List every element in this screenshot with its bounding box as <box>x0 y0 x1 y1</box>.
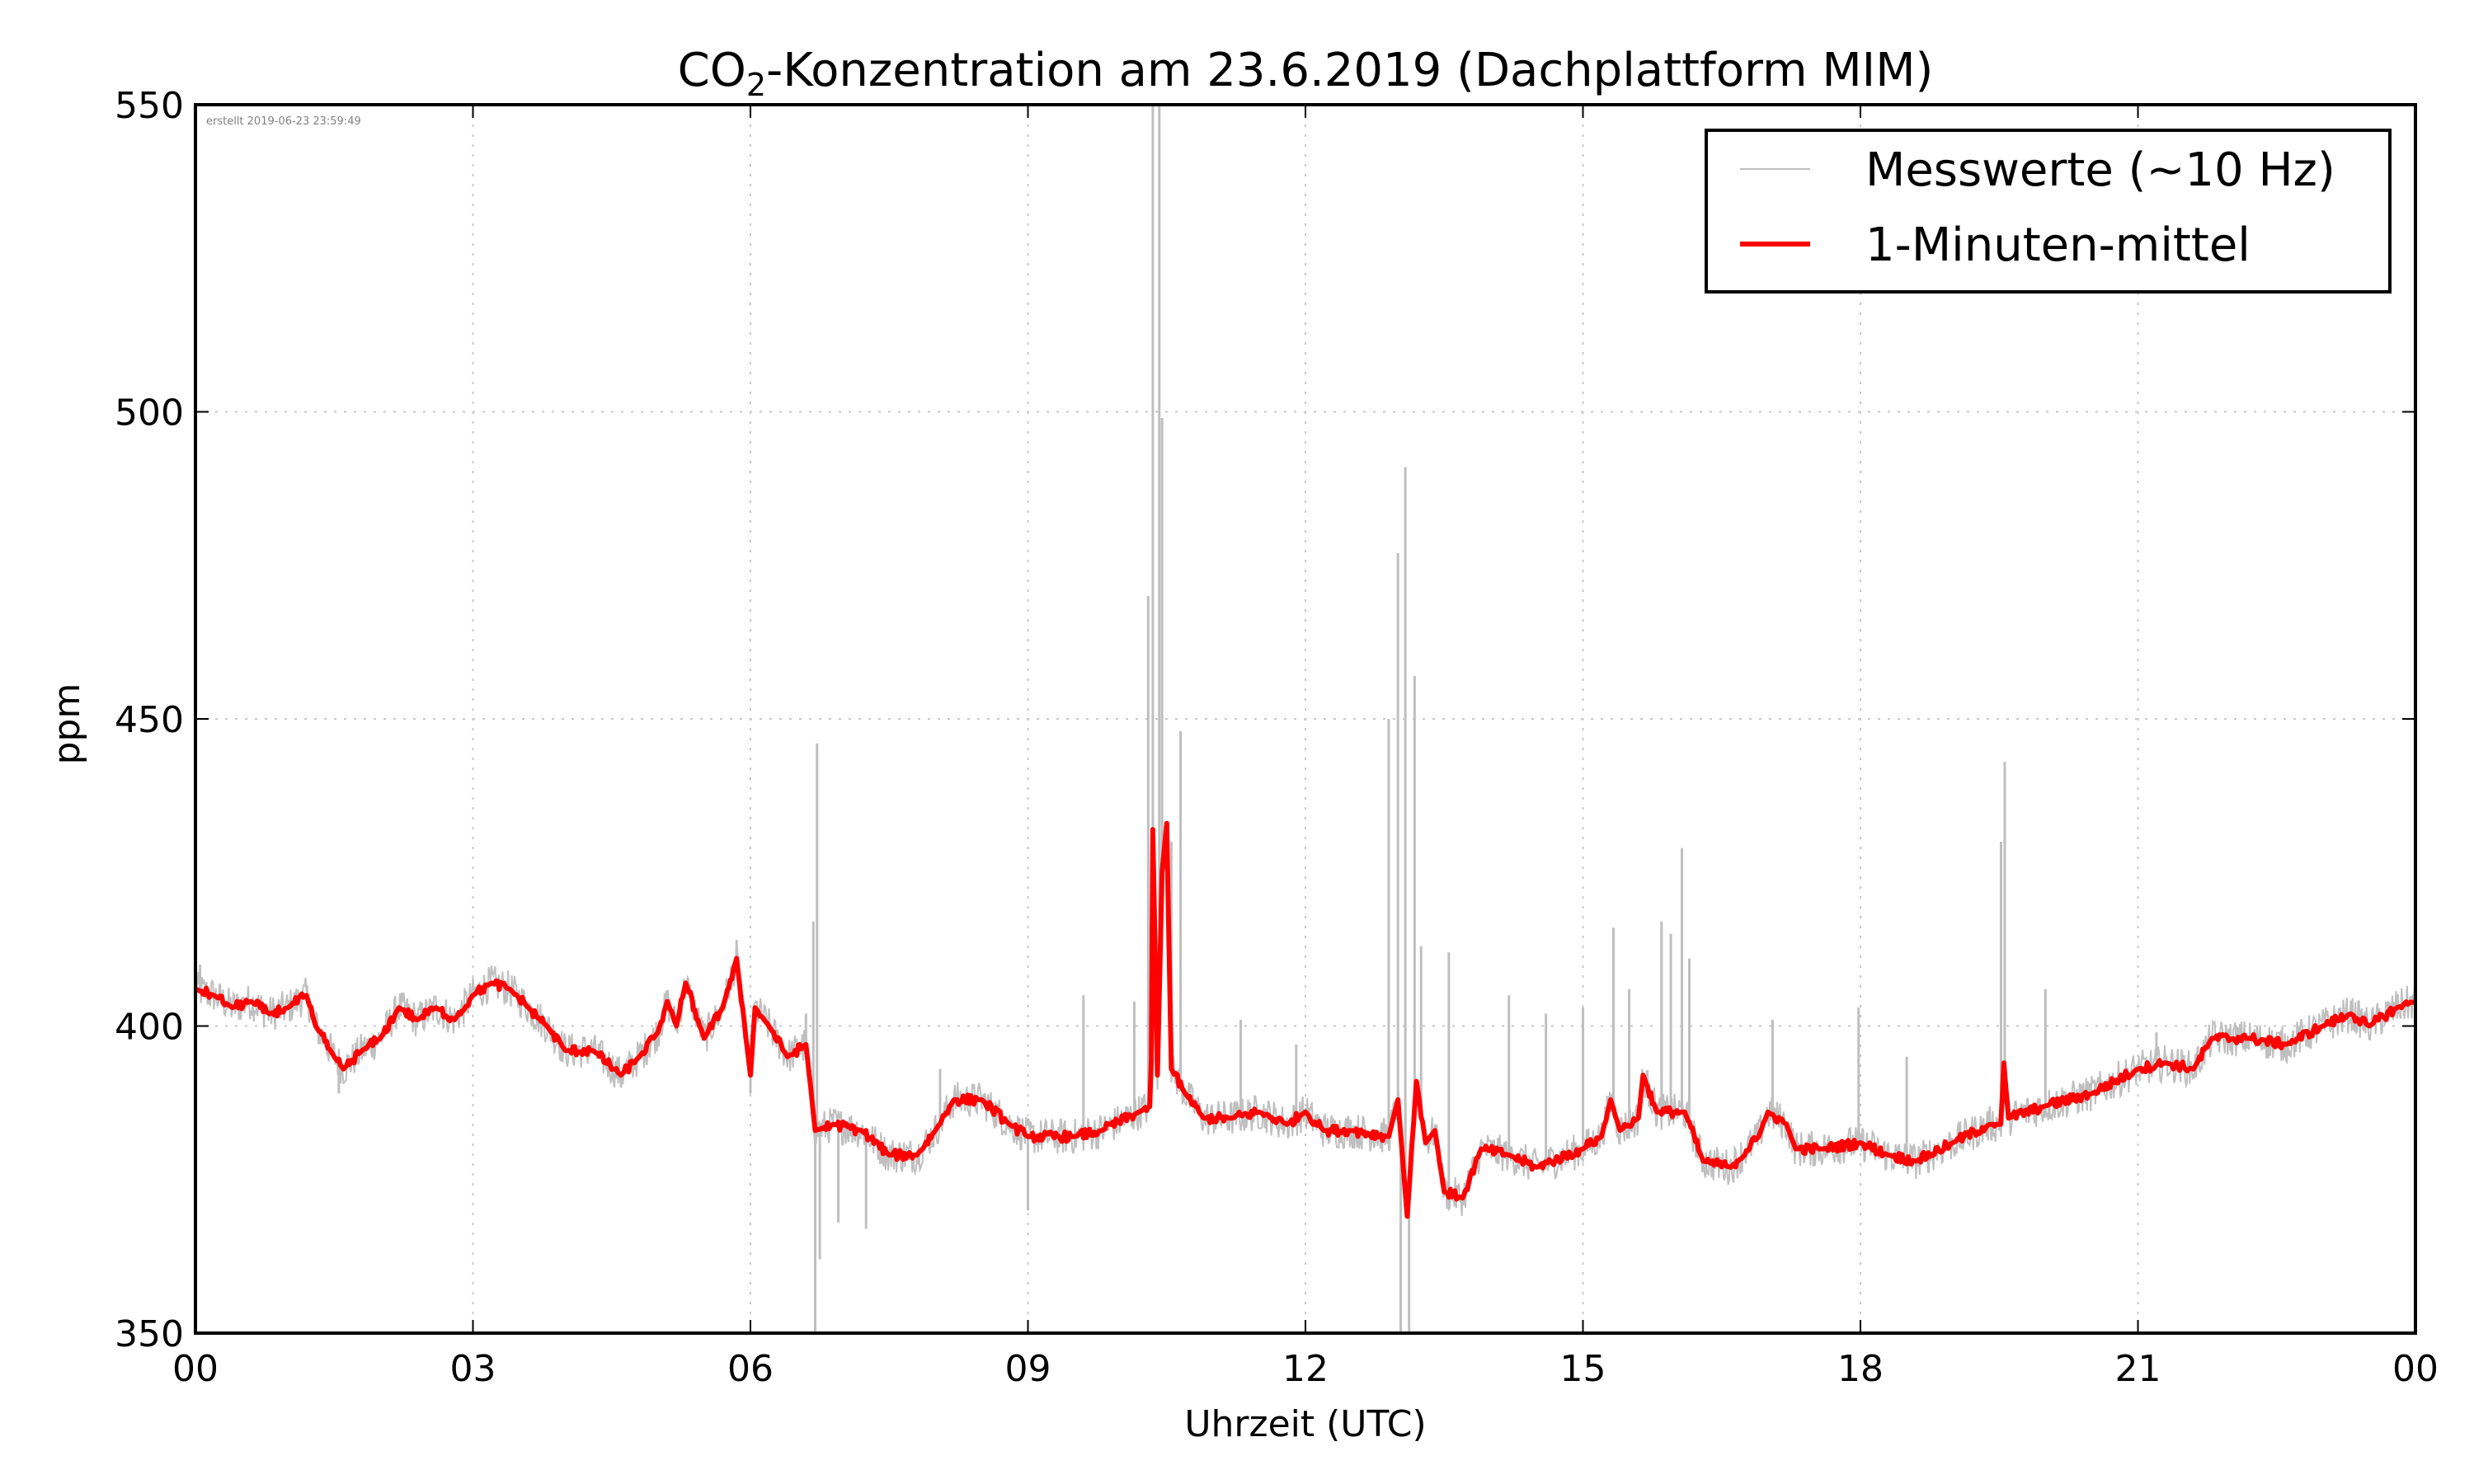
legend: Messwerte (~10 Hz) 1-Minuten-mittel <box>1705 129 2392 294</box>
x-tick-label: 06 <box>727 1348 774 1390</box>
x-tick-label: 15 <box>1560 1348 1606 1390</box>
x-tick-label: 18 <box>1837 1348 1884 1390</box>
series-1-minuten-mittel <box>195 820 2415 1219</box>
legend-label-messwerte: Messwerte (~10 Hz) <box>1865 143 2335 197</box>
x-tick-label: 09 <box>1005 1348 1051 1390</box>
legend-label-1-minuten-mittel: 1-Minuten-mittel <box>1865 218 2251 272</box>
x-axis-label: Uhrzeit (UTC) <box>1184 1403 1426 1445</box>
y-tick-label: 350 <box>115 1313 184 1355</box>
axis-ticks <box>195 104 2416 1334</box>
x-tick-labels: 00 03 06 09 12 15 18 21 00 <box>172 1348 2439 1390</box>
y-tick-label: 550 <box>115 85 184 127</box>
x-tick-label: 00 <box>2392 1348 2439 1390</box>
x-tick-label: 03 <box>450 1348 496 1390</box>
y-tick-label: 400 <box>115 1007 184 1049</box>
y-tick-label: 450 <box>115 699 184 741</box>
mittel-line <box>195 820 2415 1219</box>
chart-title: CO2-Konzentration am 23.6.2019 (Dachplat… <box>678 44 1934 103</box>
legend-box <box>1705 129 2392 294</box>
y-axis-label: ppm <box>46 683 88 765</box>
y-tick-label: 500 <box>115 392 184 434</box>
x-tick-label: 21 <box>2115 1348 2161 1390</box>
x-tick-label: 12 <box>1282 1348 1329 1390</box>
x-tick-label: 00 <box>172 1348 219 1390</box>
created-timestamp: erstellt 2019-06-23 23:59:49 <box>206 115 361 128</box>
y-tick-labels: 350 400 450 500 550 <box>115 85 184 1355</box>
series-messwerte <box>195 105 2415 1333</box>
grid-lines <box>195 105 2415 1333</box>
